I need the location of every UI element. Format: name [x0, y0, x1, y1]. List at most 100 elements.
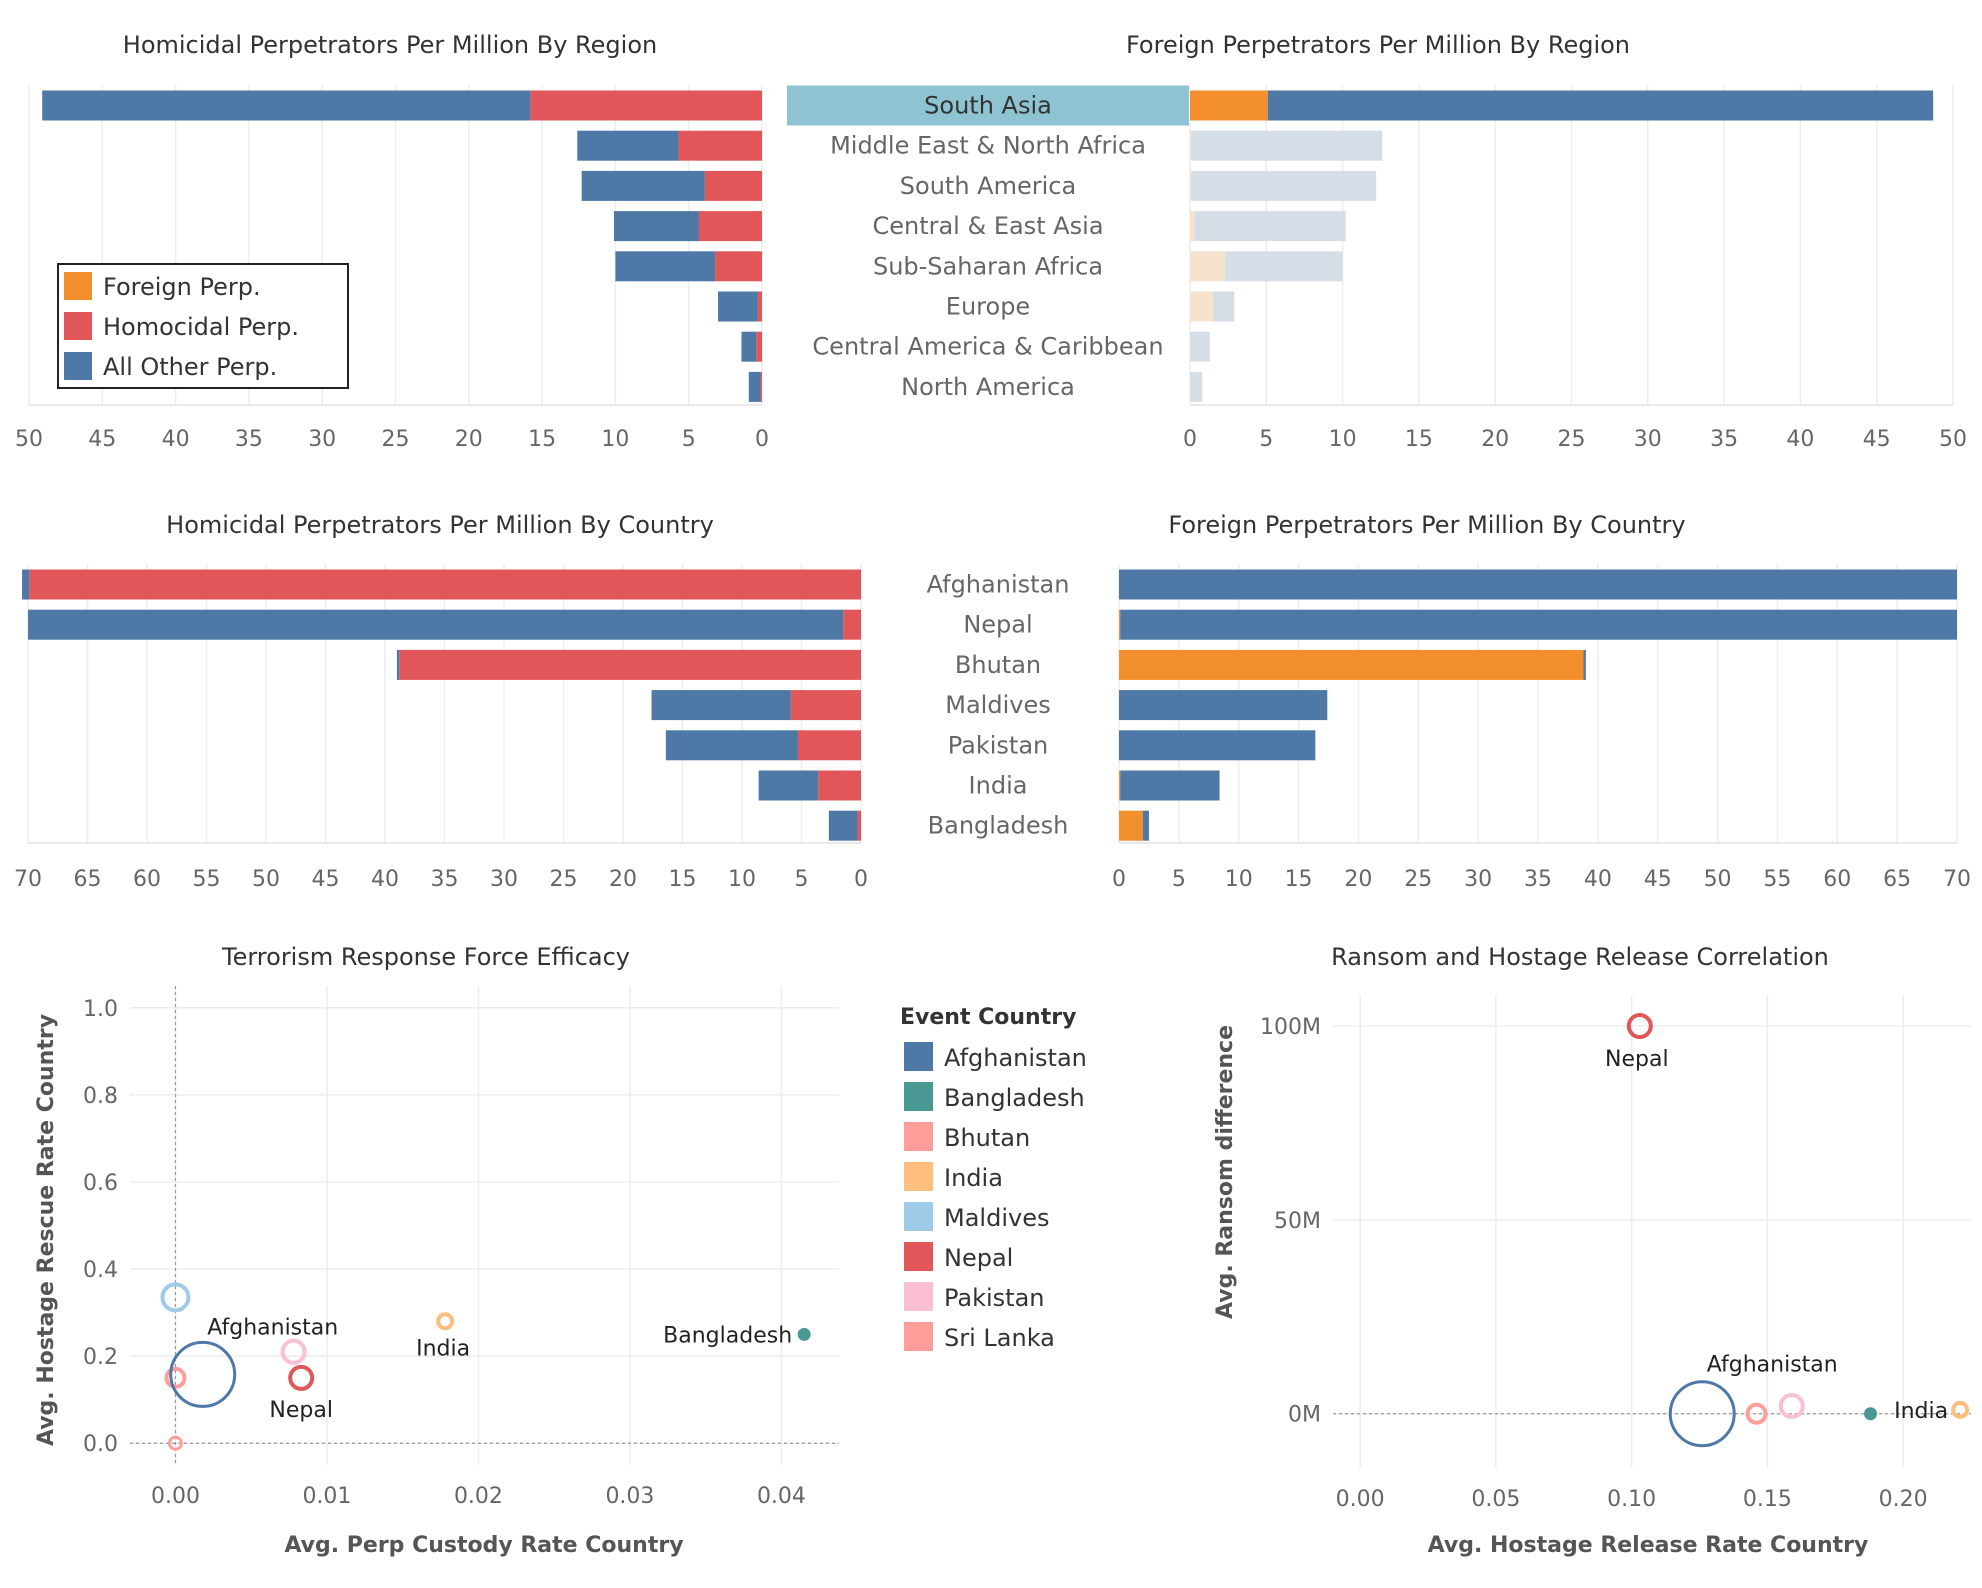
bar-south-asia-all-other-perp[interactable] [1267, 90, 1934, 121]
country-legend-label-pakistan[interactable]: Pakistan [944, 1284, 1045, 1312]
country-legend-label-india[interactable]: India [944, 1164, 1003, 1192]
country-category-labels: Afghanistan Nepal Bhutan Maldives Pakistan In… [927, 571, 1070, 840]
category-label-bhutan[interactable]: Bhutan [955, 651, 1041, 679]
bar-north-america-all-other-perp[interactable] [748, 371, 761, 402]
category-label-central-america-caribbean[interactable]: Central America & Caribbean [812, 333, 1163, 361]
x-tick-label: 0.00 [1336, 1487, 1385, 1512]
country-legend-label-nepal[interactable]: Nepal [944, 1244, 1013, 1272]
category-label-pakistan[interactable]: Pakistan [948, 731, 1049, 759]
bar-maldives-all-other-perp[interactable] [651, 690, 791, 721]
selected-category-highlight[interactable] [787, 85, 1189, 126]
bar-afghanistan-all-other-perp[interactable] [22, 569, 30, 600]
point-bangladesh[interactable] [797, 1327, 811, 1341]
bar-india-foreign-perp[interactable] [1119, 770, 1121, 801]
bar-south-america-foreign-perp[interactable] [1190, 170, 1192, 201]
point-afghanistan[interactable] [169, 1340, 237, 1408]
x-tick-label: 25 [1558, 427, 1586, 452]
bar-maldives-homocidal-perp[interactable] [790, 690, 861, 721]
bar-south-asia-foreign-perp[interactable] [1190, 90, 1268, 121]
bar-middle-east-north-africa-foreign-perp[interactable] [1190, 130, 1192, 161]
bar-central-america-caribbean-all-other-perp[interactable] [741, 331, 757, 362]
bar-central-east-asia-all-other-perp[interactable] [613, 211, 699, 242]
point-india[interactable] [1951, 1400, 1970, 1419]
bar-nepal-all-other-perp[interactable] [28, 609, 844, 640]
point-india[interactable] [436, 1312, 455, 1331]
country-legend-label-bangladesh[interactable]: Bangladesh [944, 1084, 1085, 1112]
bar-sub-saharan-africa-all-other-perp[interactable] [615, 251, 716, 282]
bar-sub-saharan-africa-homocidal-perp[interactable] [715, 251, 762, 282]
category-label-europe[interactable]: Europe [946, 293, 1030, 321]
country-legend-label-afghanistan[interactable]: Afghanistan [944, 1044, 1087, 1072]
bar-bhutan-foreign-perp[interactable] [1119, 649, 1584, 680]
country-legend[interactable]: Event Country Afghanistan Bangladesh Bhuta… [900, 1005, 1087, 1352]
country-legend-label-bhutan[interactable]: Bhutan [944, 1124, 1030, 1152]
category-label-middle-east-north-africa[interactable]: Middle East & North Africa [830, 132, 1146, 160]
bar-europe-all-other-perp[interactable] [718, 291, 758, 322]
perp-legend[interactable]: Foreign Perp. Homocidal Perp. All Other … [57, 263, 349, 389]
bar-europe-all-other-perp[interactable] [1212, 291, 1235, 322]
category-label-central-east-asia[interactable]: Central & East Asia [872, 212, 1103, 240]
category-label-south-asia[interactable]: South Asia [924, 92, 1052, 120]
bar-middle-east-north-africa-homocidal-perp[interactable] [678, 130, 762, 161]
category-label-nepal[interactable]: Nepal [963, 611, 1032, 639]
bar-afghanistan-homocidal-perp[interactable] [29, 569, 861, 600]
point-sri-lanka[interactable] [167, 1435, 183, 1451]
category-label-south-america[interactable]: South America [900, 172, 1076, 200]
bar-maldives-all-other-perp[interactable] [1119, 690, 1328, 721]
point-bhutan[interactable] [164, 1366, 187, 1389]
bar-central-east-asia-all-other-perp[interactable] [1194, 211, 1346, 242]
bar-nepal-homocidal-perp[interactable] [843, 609, 861, 640]
bar-india-all-other-perp[interactable] [758, 770, 819, 801]
bar-india-homocidal-perp[interactable] [818, 770, 861, 801]
category-label-afghanistan[interactable]: Afghanistan [927, 571, 1070, 599]
point-nepal[interactable] [1626, 1013, 1653, 1040]
point-bangladesh[interactable] [1864, 1407, 1878, 1421]
category-label-north-america[interactable]: North America [901, 373, 1075, 401]
bar-sub-saharan-africa-all-other-perp[interactable] [1225, 251, 1343, 282]
bar-south-asia-homocidal-perp[interactable] [530, 90, 762, 121]
bar-pakistan-homocidal-perp[interactable] [797, 730, 861, 761]
bar-nepal-all-other-perp[interactable] [1120, 609, 1957, 640]
country-legend-label-sri-lanka[interactable]: Sri Lanka [944, 1324, 1055, 1352]
category-label-bangladesh[interactable]: Bangladesh [928, 812, 1069, 840]
bar-central-america-caribbean-all-other-perp[interactable] [1190, 331, 1210, 362]
category-label-sub-saharan-africa[interactable]: Sub-Saharan Africa [873, 252, 1103, 280]
bar-bhutan-all-other-perp[interactable] [1583, 649, 1586, 680]
bar-south-asia-all-other-perp[interactable] [42, 90, 531, 121]
point-afghanistan[interactable] [1668, 1380, 1736, 1448]
bar-middle-east-north-africa-all-other-perp[interactable] [1191, 130, 1383, 161]
bar-north-america-all-other-perp[interactable] [1190, 371, 1203, 402]
bar-pakistan-all-other-perp[interactable] [665, 730, 798, 761]
bar-south-america-all-other-perp[interactable] [581, 170, 705, 201]
bar-bangladesh-all-other-perp[interactable] [1142, 810, 1149, 841]
point-pakistan[interactable] [1778, 1392, 1805, 1419]
bar-central-east-asia-foreign-perp[interactable] [1190, 211, 1195, 242]
bar-north-america-homocidal-perp[interactable] [760, 371, 762, 402]
bar-central-america-caribbean-homocidal-perp[interactable] [756, 331, 762, 362]
bar-europe-homocidal-perp[interactable] [757, 291, 762, 322]
point-pakistan[interactable] [280, 1338, 307, 1365]
bar-middle-east-north-africa-all-other-perp[interactable] [577, 130, 679, 161]
bar-pakistan-all-other-perp[interactable] [1119, 730, 1316, 761]
bar-central-east-asia-homocidal-perp[interactable] [698, 211, 762, 242]
bar-bangladesh-all-other-perp[interactable] [828, 810, 858, 841]
bar-bangladesh-homocidal-perp[interactable] [857, 810, 861, 841]
point-maldives[interactable] [160, 1282, 191, 1313]
country-legend-swatch-nepal [904, 1242, 933, 1271]
category-label-maldives[interactable]: Maldives [945, 691, 1050, 719]
x-tick-label: 0.05 [1471, 1487, 1520, 1512]
bar-south-america-homocidal-perp[interactable] [704, 170, 762, 201]
category-label-india[interactable]: India [969, 772, 1028, 800]
bar-europe-foreign-perp[interactable] [1190, 291, 1213, 322]
bar-nepal-foreign-perp[interactable] [1119, 609, 1121, 640]
bar-bangladesh-foreign-perp[interactable] [1119, 810, 1143, 841]
bar-bhutan-homocidal-perp[interactable] [399, 649, 861, 680]
bar-sub-saharan-africa-foreign-perp[interactable] [1190, 251, 1226, 282]
point-bhutan[interactable] [1745, 1402, 1768, 1425]
bar-south-america-all-other-perp[interactable] [1191, 170, 1377, 201]
bar-bhutan-all-other-perp[interactable] [396, 649, 400, 680]
country-legend-label-maldives[interactable]: Maldives [944, 1204, 1049, 1232]
bar-india-all-other-perp[interactable] [1120, 770, 1220, 801]
point-nepal[interactable] [288, 1364, 315, 1391]
bar-afghanistan-all-other-perp[interactable] [1119, 569, 1957, 600]
